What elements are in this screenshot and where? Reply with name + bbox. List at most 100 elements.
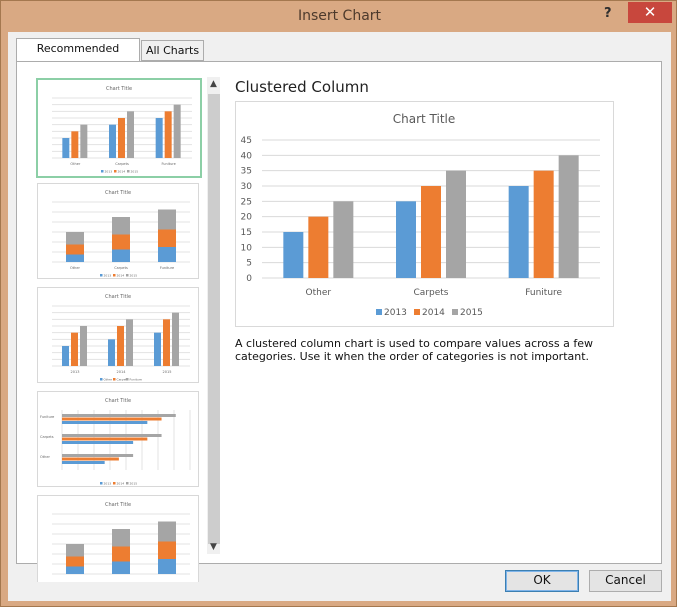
y-tick-label: 5 bbox=[246, 259, 252, 269]
chart-description: A clustered column chart is used to comp… bbox=[235, 337, 593, 363]
chart-thumbnail-bar[interactable]: Chart Title Funiture Carpets Other 2013 2014 2… bbox=[37, 391, 199, 487]
thumbnail-tick-label: Carpets bbox=[40, 435, 54, 439]
thumbnail-legend-entry: 2015 bbox=[130, 482, 138, 486]
thumbnail-bar bbox=[108, 339, 115, 366]
thumbnail-tick-label: Funiture bbox=[161, 162, 175, 166]
thumbnail-legend-swatch bbox=[114, 170, 117, 173]
chart-thumbnail-stacked-partial[interactable]: Chart Title bbox=[37, 495, 199, 582]
thumbnail-bar bbox=[66, 566, 84, 574]
thumbnail-legend-swatch bbox=[126, 378, 129, 381]
thumbnail-bar bbox=[164, 111, 172, 158]
thumbnail-tick-label: Carpets bbox=[115, 162, 129, 166]
thumbnail-legend-entry: 2014 bbox=[117, 274, 125, 278]
ok-button[interactable]: OK bbox=[505, 570, 579, 592]
thumbnail-bar bbox=[62, 417, 162, 421]
bar-2014-funiture bbox=[533, 170, 554, 278]
x-tick-label: Other bbox=[306, 288, 332, 298]
y-tick-label: 30 bbox=[241, 182, 253, 192]
thumbnail-legend-entry: 2014 bbox=[117, 482, 125, 486]
thumbnail-bar bbox=[66, 556, 84, 567]
y-tick-label: 20 bbox=[241, 213, 253, 223]
thumbnail-bar bbox=[112, 561, 130, 574]
tab-panel: Chart Title Other Carpets Funiture 2013 2014 2… bbox=[16, 61, 662, 582]
thumbnail-bar bbox=[173, 104, 181, 158]
scroll-down-arrow-icon[interactable]: ▼ bbox=[210, 542, 217, 552]
thumbnail-title: Chart Title bbox=[105, 502, 131, 508]
thumbnail-legend-entry: 2015 bbox=[130, 274, 138, 278]
thumbnail-legend-swatch bbox=[113, 482, 116, 485]
chart-thumbnail-stacked[interactable]: Chart Title Other Carpets Funiture 2013 2014 2… bbox=[37, 183, 199, 279]
chart-thumbnail-clustered-swapped[interactable]: Chart Title 2013 2014 2015 Other Carpets Funit… bbox=[37, 287, 199, 383]
y-tick-label: 25 bbox=[241, 197, 252, 207]
thumbnail-legend-swatch bbox=[101, 170, 104, 173]
thumbnail-tick-label: 2015 bbox=[163, 370, 172, 374]
legend-swatch-2014 bbox=[414, 309, 420, 315]
thumbnail-legend-swatch bbox=[100, 378, 103, 381]
chart-title: Chart Title bbox=[393, 112, 456, 126]
bar-2015-carpets bbox=[446, 170, 466, 278]
thumbnail-bar bbox=[62, 421, 148, 424]
thumbnail-legend-entry: 2013 bbox=[104, 274, 112, 278]
thumbnail-bar bbox=[163, 319, 170, 366]
thumbnail-bar bbox=[62, 434, 162, 437]
thumbnail-bar bbox=[66, 254, 84, 262]
thumbnail-legend-swatch bbox=[126, 482, 129, 485]
x-tick-label: Funiture bbox=[525, 288, 562, 298]
chart-thumbnail-list: Chart Title Other Carpets Funiture 2013 2014 2… bbox=[33, 72, 206, 582]
thumbnail-bar bbox=[66, 244, 84, 255]
thumbnail-legend-entry: Other bbox=[104, 378, 113, 382]
chart-type-heading: Clustered Column bbox=[235, 78, 369, 96]
thumbnail-bar bbox=[62, 461, 105, 464]
y-tick-label: 10 bbox=[241, 243, 253, 253]
thumbnail-tick-label: Other bbox=[70, 266, 80, 270]
thumbnail-scrollbar[interactable]: ▲ ▼ bbox=[207, 77, 220, 554]
thumbnail-bar bbox=[158, 541, 176, 559]
thumbnail-legend-entry: 2015 bbox=[131, 170, 139, 174]
thumbnail-bar bbox=[71, 332, 78, 366]
tab-all-charts[interactable]: All Charts bbox=[141, 40, 204, 61]
thumbnail-tick-label: 2014 bbox=[117, 370, 127, 374]
thumbnail-legend-swatch bbox=[113, 274, 116, 277]
y-tick-label: 15 bbox=[241, 228, 252, 238]
bar-2013-other bbox=[283, 232, 304, 278]
legend-swatch-2013 bbox=[376, 309, 382, 315]
thumbnail-bar bbox=[117, 326, 124, 366]
y-tick-label: 0 bbox=[246, 274, 252, 284]
scrollbar-thumb[interactable] bbox=[208, 94, 220, 544]
help-icon[interactable]: ? bbox=[604, 6, 612, 21]
thumbnail-bar bbox=[62, 441, 134, 444]
thumbnail-bar bbox=[112, 529, 130, 547]
thumbnail-bar bbox=[71, 131, 79, 158]
thumbnail-bar bbox=[62, 138, 70, 158]
thumbnail-title: Chart Title bbox=[106, 86, 132, 92]
y-tick-label: 35 bbox=[241, 167, 252, 177]
thumbnail-bar bbox=[154, 332, 161, 366]
legend-swatch-2015 bbox=[452, 309, 458, 315]
dialog-body: Recommended Charts All Charts Chart Titl… bbox=[8, 32, 671, 601]
cancel-button[interactable]: Cancel bbox=[589, 570, 662, 592]
x-tick-label: Carpets bbox=[414, 288, 449, 298]
thumbnail-bar bbox=[158, 247, 176, 262]
thumbnail-bar bbox=[109, 124, 116, 158]
thumbnail-bar bbox=[62, 454, 134, 457]
bar-2015-funiture bbox=[558, 155, 579, 278]
tab-recommended-charts[interactable]: Recommended Charts bbox=[16, 38, 140, 74]
close-button[interactable]: ✕ bbox=[628, 2, 672, 23]
thumbnail-bar bbox=[158, 559, 176, 574]
bar-2014-carpets bbox=[421, 186, 441, 278]
legend-entry-2013: 2013 bbox=[384, 308, 407, 318]
thumbnail-tick-label: Funiture bbox=[40, 415, 54, 419]
y-tick-label: 45 bbox=[241, 136, 252, 146]
thumbnail-legend-swatch bbox=[100, 482, 103, 485]
thumbnail-bar bbox=[62, 346, 69, 366]
thumbnail-bar bbox=[66, 544, 84, 557]
thumbnail-bar bbox=[126, 319, 133, 366]
thumbnail-tick-label: 2013 bbox=[71, 370, 80, 374]
thumbnail-bar bbox=[127, 111, 134, 158]
thumbnail-legend-entry: Carpets bbox=[117, 378, 129, 382]
chart-thumbnail-clustered[interactable]: Chart Title Other Carpets Funiture 2013 2014 2… bbox=[36, 78, 202, 178]
thumbnail-bar bbox=[62, 414, 176, 417]
thumbnail-legend-entry: 2013 bbox=[105, 170, 113, 174]
scroll-up-arrow-icon[interactable]: ▲ bbox=[210, 79, 217, 89]
